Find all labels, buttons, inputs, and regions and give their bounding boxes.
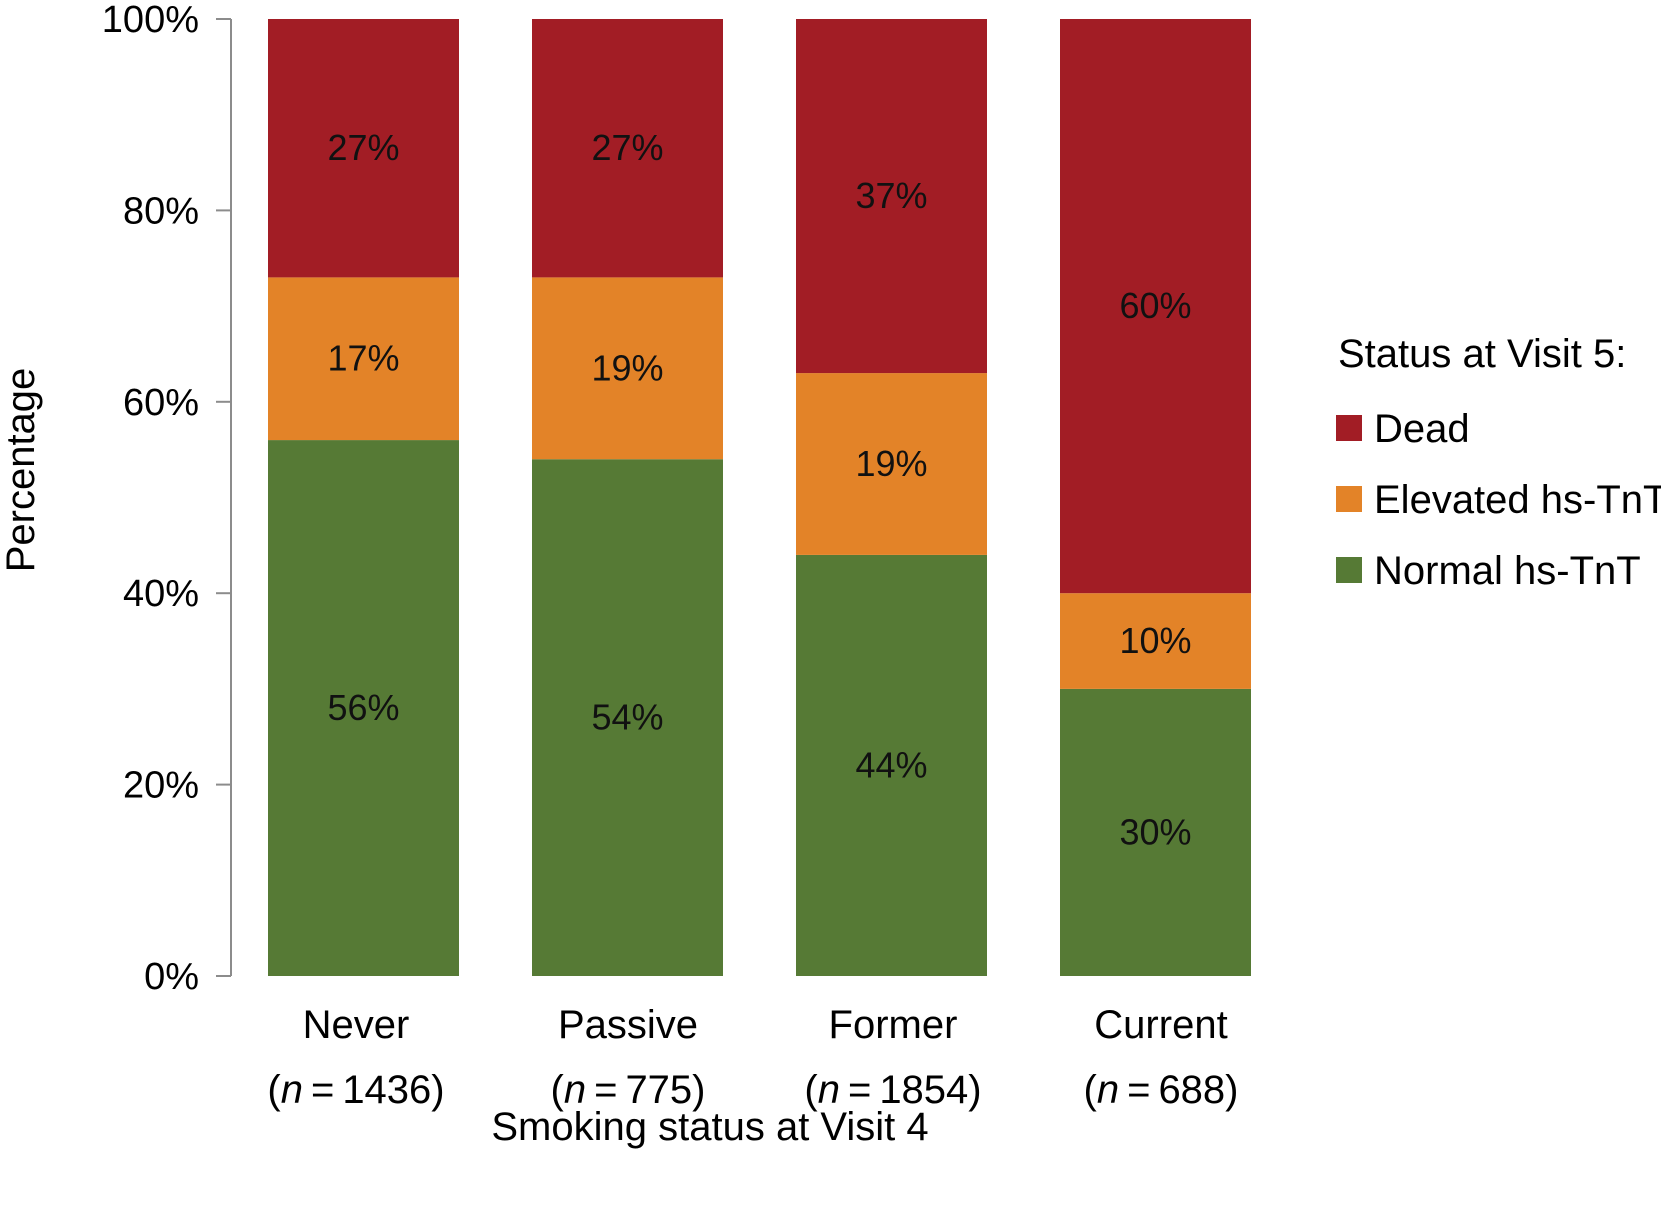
legend: Status at Visit 5: Dead Elevated hs-TnT No… xyxy=(1336,332,1661,593)
x-tick-sublabel: (n = 1436) xyxy=(267,1068,444,1112)
bar-segment xyxy=(532,19,723,278)
data-label: 54% xyxy=(591,697,663,738)
bar-segment xyxy=(1060,593,1251,689)
data-label: 56% xyxy=(327,687,399,728)
x-axis: Never (n = 1436) Passive (n = 775) Former (n … xyxy=(267,1003,1238,1112)
legend-swatch xyxy=(1336,486,1362,512)
y-tick-label: 80% xyxy=(123,190,199,232)
data-label: 27% xyxy=(327,127,399,168)
bar-segment xyxy=(1060,688,1251,976)
data-label: 10% xyxy=(1119,620,1191,661)
y-tick-label: 40% xyxy=(123,573,199,615)
x-tick-sublabel: (n = 688) xyxy=(1083,1068,1238,1112)
y-tick-label: 20% xyxy=(123,765,199,807)
y-axis: 0% 20% 40% 60% 80% 100% xyxy=(102,0,232,998)
bar-segment xyxy=(1060,19,1251,594)
y-tick-label: 60% xyxy=(123,382,199,424)
legend-swatch xyxy=(1336,415,1362,441)
y-tick-label: 100% xyxy=(102,0,199,41)
y-tick-label: 0% xyxy=(144,956,199,998)
data-label: 37% xyxy=(855,175,927,216)
data-label: 60% xyxy=(1119,285,1191,326)
data-label: 19% xyxy=(855,443,927,484)
bar-segment xyxy=(796,19,987,374)
data-labels-layer: 56% 17% 27% 54% 19% 27% 44% 19% 37% 30% 10% 60% xyxy=(327,127,1191,852)
x-tick-sublabel: (n = 775) xyxy=(550,1068,705,1112)
data-label: 17% xyxy=(327,338,399,379)
bar-segment xyxy=(796,373,987,555)
legend-label: Elevated hs-TnT xyxy=(1374,478,1661,522)
legend-title: Status at Visit 5: xyxy=(1338,332,1626,376)
data-label: 30% xyxy=(1119,811,1191,852)
data-label: 27% xyxy=(591,127,663,168)
data-label: 44% xyxy=(855,744,927,785)
legend-label: Normal hs-TnT xyxy=(1374,549,1641,593)
bar-segment xyxy=(268,440,459,977)
data-label: 19% xyxy=(591,347,663,388)
x-tick-label: Never xyxy=(303,1003,410,1047)
legend-swatch xyxy=(1336,557,1362,583)
x-tick-label: Current xyxy=(1094,1003,1227,1047)
x-tick-label: Passive xyxy=(558,1003,698,1047)
bars-layer xyxy=(268,19,1251,977)
x-tick-sublabel: (n = 1854) xyxy=(804,1068,981,1112)
bar-segment xyxy=(268,19,459,278)
bar-segment xyxy=(532,459,723,977)
bar-segment xyxy=(796,554,987,976)
x-tick-label: Former xyxy=(829,1003,958,1047)
bar-segment xyxy=(268,277,459,441)
x-axis-title: Smoking status at Visit 4 xyxy=(491,1105,928,1149)
legend-label: Dead xyxy=(1374,407,1470,451)
bar-segment xyxy=(532,277,723,460)
y-axis-title: Percentage xyxy=(0,368,43,573)
